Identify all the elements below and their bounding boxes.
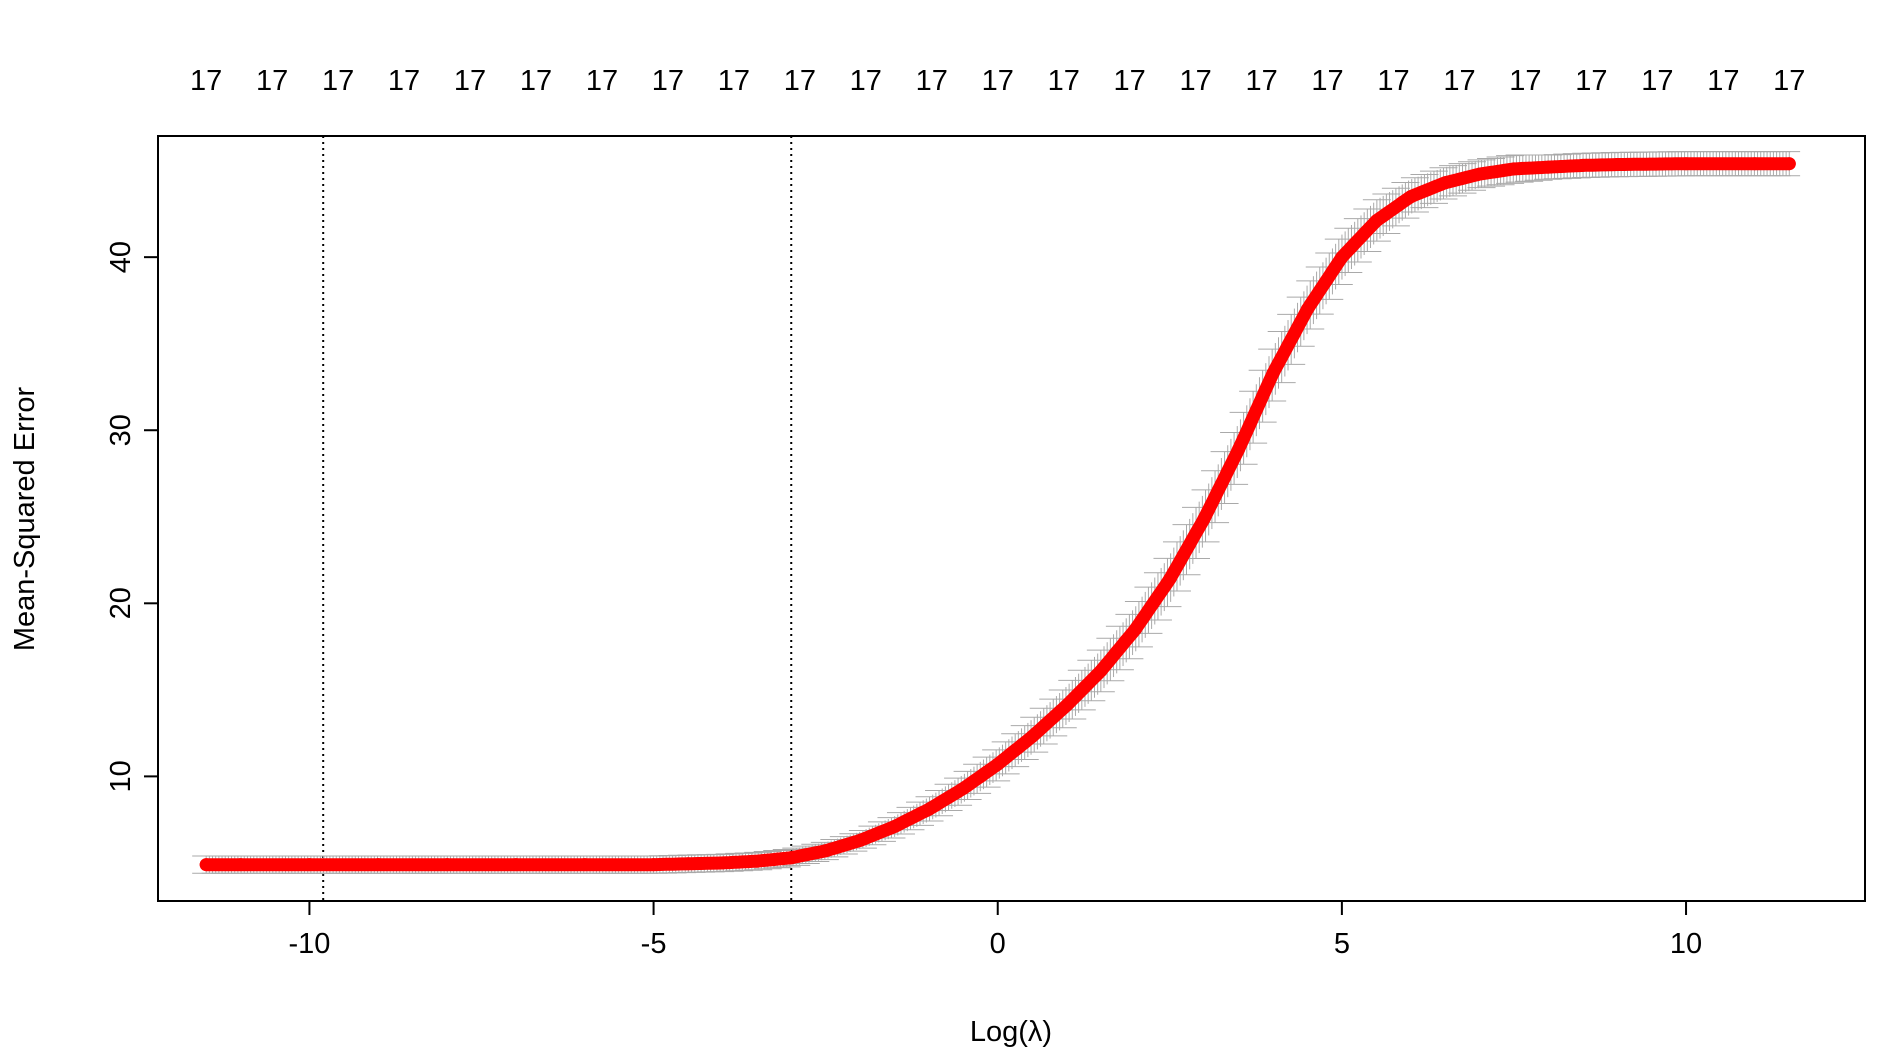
data-point [784,851,798,865]
top-axis-label: 17 [1048,65,1080,97]
data-point [1507,162,1521,176]
y-tick-label: 20 [105,587,137,619]
data-point [1300,302,1314,316]
y-tick-label: 10 [105,760,137,792]
data-point [819,844,833,858]
top-axis-label: 17 [1575,65,1607,97]
top-axis-label: 17 [1311,65,1343,97]
data-point [234,858,248,872]
plot-frame [157,135,1866,902]
data-point [887,820,901,834]
top-axis-label: 17 [1114,65,1146,97]
y-axis-title: Mean-Squared Error [9,386,41,651]
top-axis-label: 17 [916,65,948,97]
y-tick-label: 30 [105,414,137,446]
top-axis-label: 17 [1245,65,1277,97]
data-point [750,854,764,868]
data-point [1541,160,1555,174]
data-point [922,802,936,816]
data-point [1679,157,1693,171]
x-tick-label: -10 [288,928,330,960]
top-axis-label: 17 [1179,65,1211,97]
top-axis-label: 17 [652,65,684,97]
data-point [715,856,729,870]
data-point [1473,167,1487,181]
data-point [956,782,970,795]
data-point [578,858,592,872]
x-axis: -10 -5 0 5 10 [288,900,1702,960]
data-point [1748,157,1762,171]
data-point [371,858,385,872]
data-point [853,833,867,847]
data-point [1266,366,1280,380]
data-point [1197,512,1211,525]
top-axis-label: 17 [190,65,222,97]
top-axis-labels: 17 17 17 17 17 17 17 17 17 17 17 17 17 17 17 17 17 17 17 17… [190,65,1805,97]
top-axis-label: 17 [1773,65,1805,97]
x-axis-title: Log(λ) [970,1016,1052,1048]
top-axis-label: 17 [850,65,882,97]
top-axis-label: 17 [1641,65,1673,97]
top-axis-label: 17 [718,65,750,97]
x-tick-label: 0 [990,928,1006,960]
reference-lines [322,136,793,901]
data-point [1576,158,1590,172]
data-point [647,858,661,872]
data-point [1610,158,1624,172]
data-point [1025,730,1039,744]
data-point [302,858,316,872]
top-axis-label: 17 [784,65,816,97]
data-point [1404,190,1418,204]
top-axis-label: 17 [256,65,288,97]
top-axis-label: 17 [454,65,486,97]
top-axis-label: 17 [520,65,552,97]
data-point [1335,250,1349,264]
x-tick-label: 5 [1334,928,1350,960]
data-point [1060,698,1074,712]
data-point [991,757,1005,771]
data-point [199,858,213,872]
x-tick-label: 10 [1670,928,1702,960]
data-point [1438,176,1452,190]
top-axis-label: 17 [1707,65,1739,97]
data-point [1232,442,1246,456]
data-point [1782,157,1796,171]
top-axis-label: 17 [1509,65,1541,97]
data-point [1128,622,1142,636]
data-point [509,858,523,872]
top-axis-label: 17 [1443,65,1475,97]
x-tick-label: -5 [641,928,667,960]
data-point [1369,214,1383,228]
y-axis: 10 20 30 40 [105,241,159,793]
data-point [1163,572,1177,586]
y-tick-label: 40 [105,241,137,273]
data-point [440,858,454,872]
top-axis-label: 17 [982,65,1014,97]
top-axis-label: 17 [388,65,420,97]
data-point [681,857,695,871]
top-axis-label: 17 [1377,65,1409,97]
top-axis-label: 17 [586,65,618,97]
top-axis-label: 17 [322,65,354,97]
data-point [1094,664,1108,678]
mse-series [199,157,1796,872]
